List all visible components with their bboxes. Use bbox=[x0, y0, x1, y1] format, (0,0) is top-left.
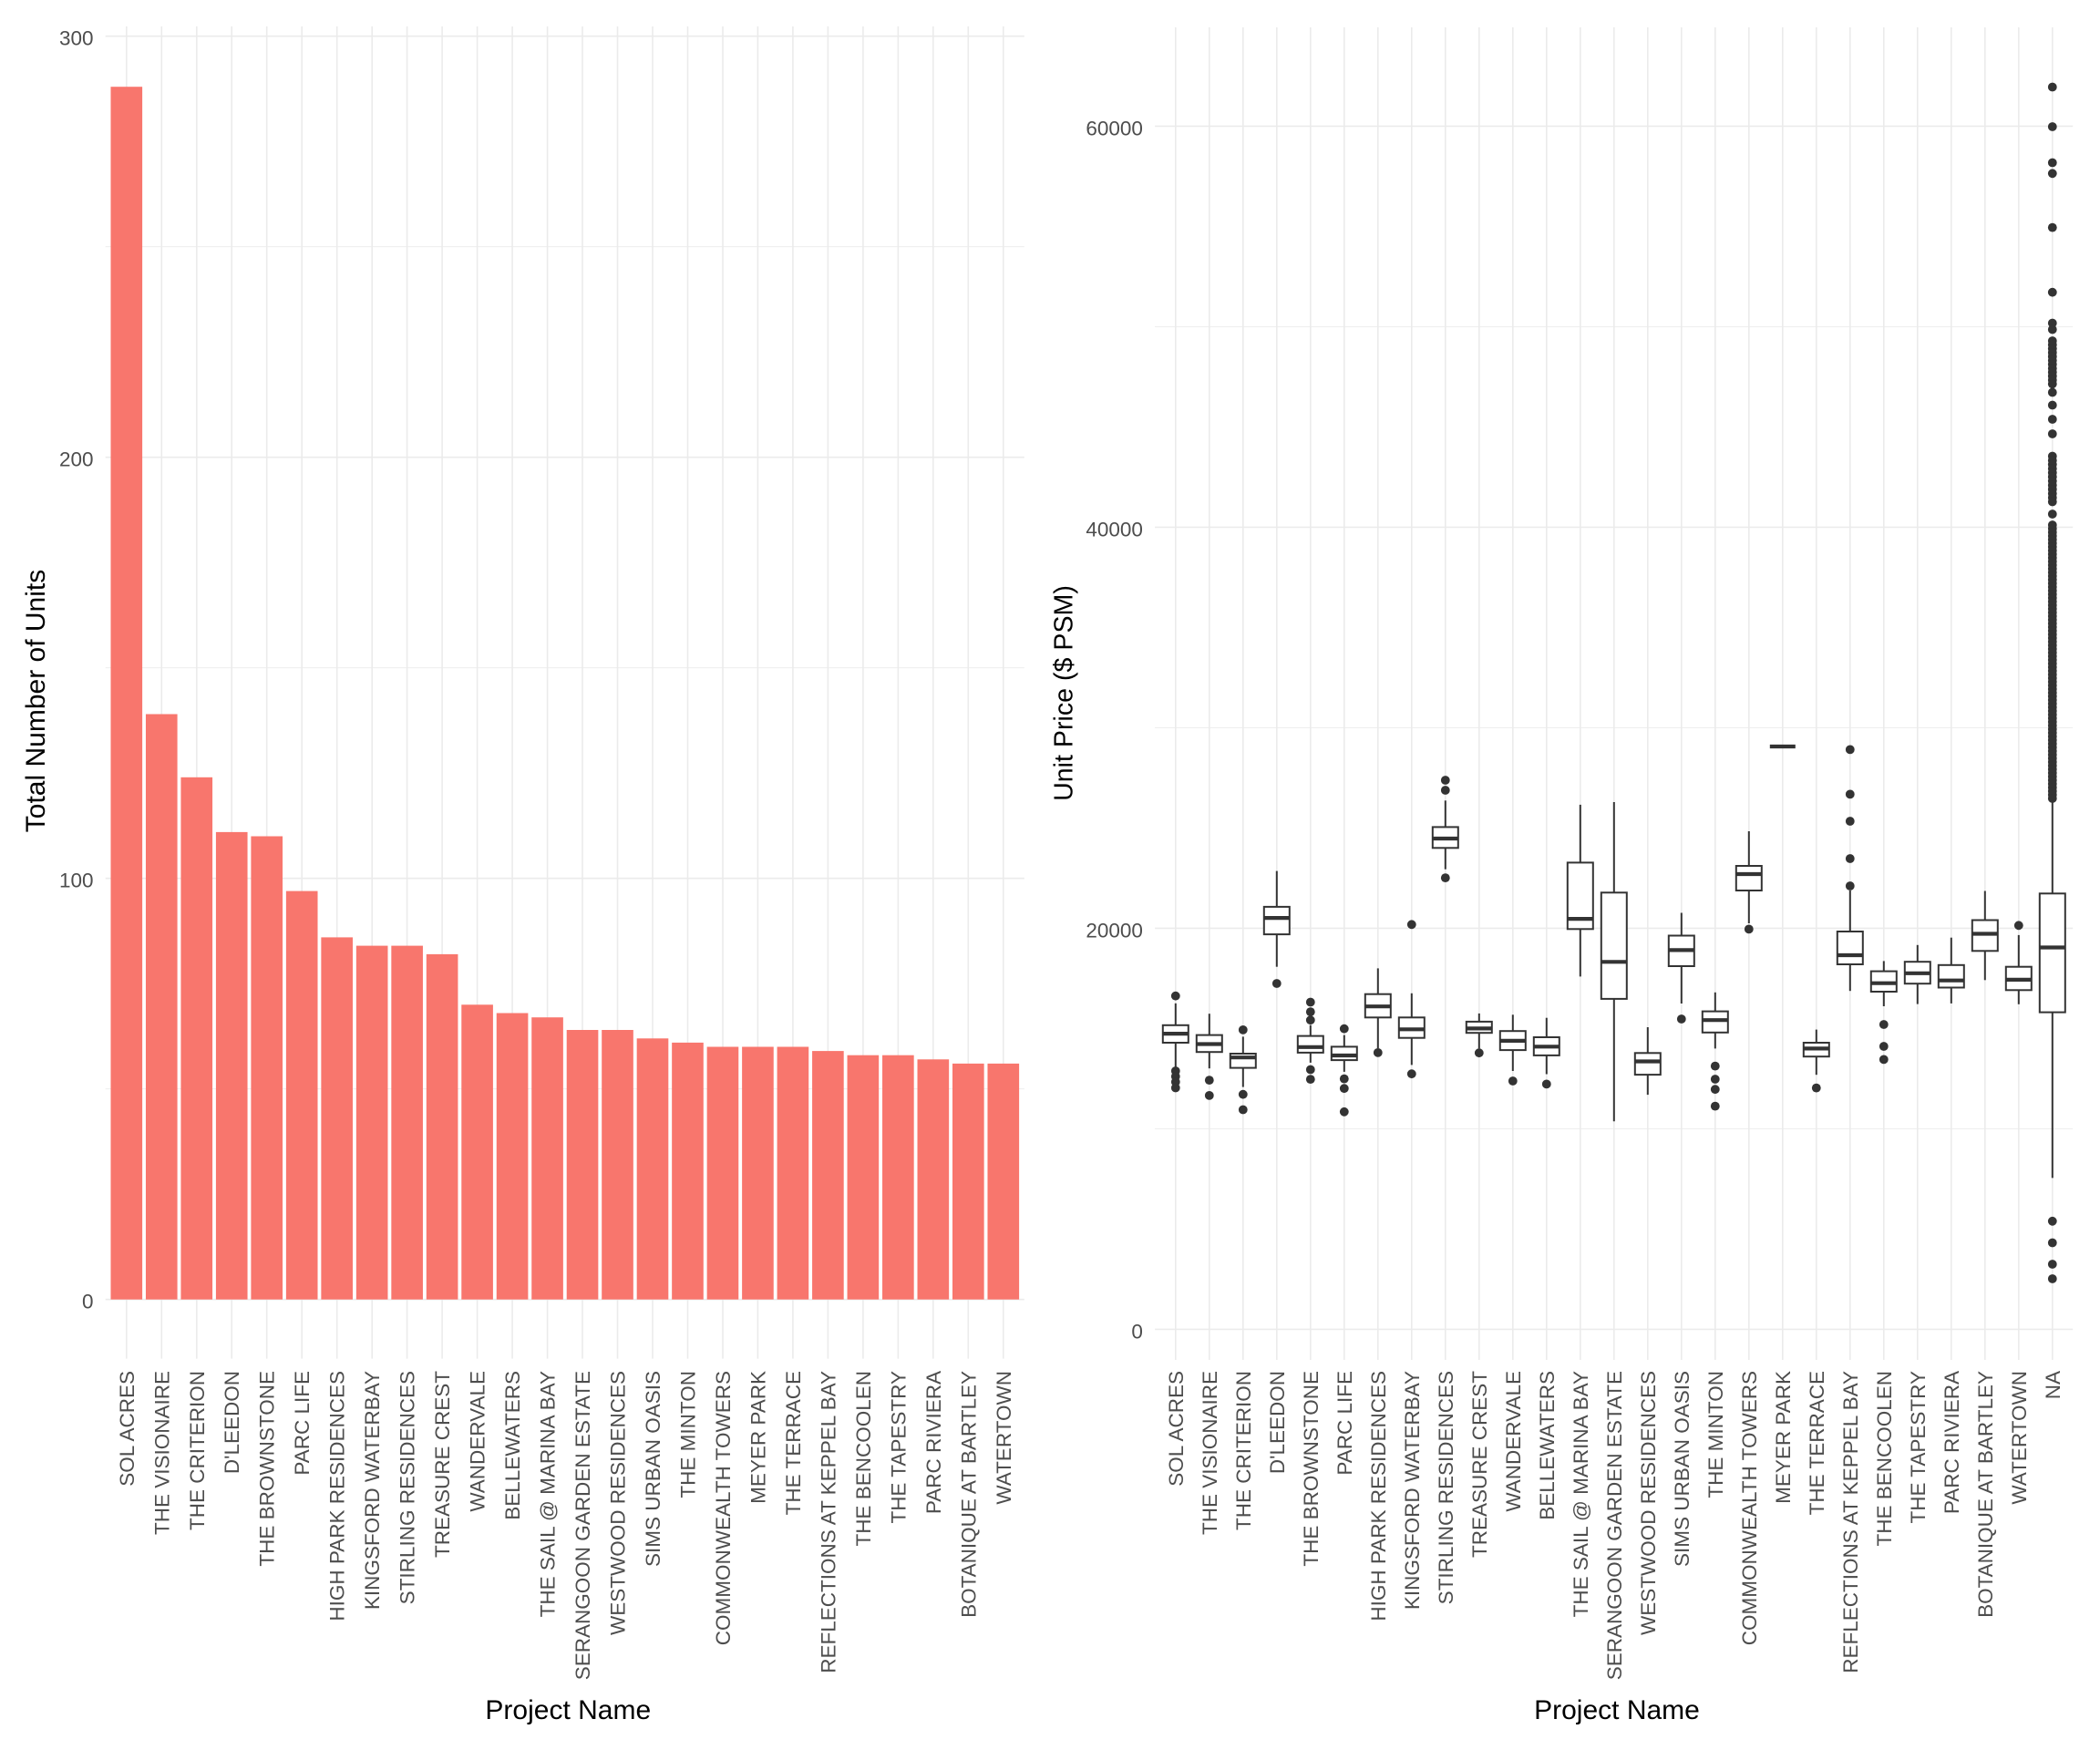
svg-text:TREASURE CREST: TREASURE CREST bbox=[1468, 1371, 1491, 1558]
svg-text:THE VISIONAIRE: THE VISIONAIRE bbox=[1199, 1371, 1221, 1535]
svg-text:KINGSFORD WATERBAY: KINGSFORD WATERBAY bbox=[1401, 1371, 1424, 1610]
svg-text:Total Number of Units: Total Number of Units bbox=[21, 570, 51, 832]
svg-text:THE SAIL @ MARINA BAY: THE SAIL @ MARINA BAY bbox=[1570, 1371, 1592, 1617]
svg-text:BELLEWATERS: BELLEWATERS bbox=[1536, 1371, 1559, 1520]
svg-text:WANDERVALE: WANDERVALE bbox=[1502, 1371, 1525, 1512]
svg-text:MEYER PARK: MEYER PARK bbox=[1772, 1371, 1795, 1504]
svg-text:THE CRITERION: THE CRITERION bbox=[1232, 1371, 1255, 1530]
svg-text:0: 0 bbox=[82, 1291, 94, 1313]
svg-text:BELLEWATERS: BELLEWATERS bbox=[501, 1371, 524, 1520]
svg-text:THE BROWNSTONE: THE BROWNSTONE bbox=[1300, 1371, 1323, 1567]
svg-text:THE BROWNSTONE: THE BROWNSTONE bbox=[256, 1371, 279, 1567]
svg-text:THE BENCOOLEN: THE BENCOOLEN bbox=[1873, 1371, 1896, 1547]
svg-text:STIRLING RESIDENCES: STIRLING RESIDENCES bbox=[396, 1371, 419, 1604]
svg-text:0: 0 bbox=[1131, 1320, 1143, 1343]
svg-text:KINGSFORD WATERBAY: KINGSFORD WATERBAY bbox=[361, 1371, 384, 1610]
svg-text:Project Name: Project Name bbox=[485, 1695, 651, 1725]
svg-text:PARC RIVIERA: PARC RIVIERA bbox=[922, 1371, 945, 1514]
svg-text:STIRLING RESIDENCES: STIRLING RESIDENCES bbox=[1435, 1371, 1457, 1604]
svg-text:D'LEEDON: D'LEEDON bbox=[1266, 1371, 1289, 1474]
svg-text:THE TERRACE: THE TERRACE bbox=[782, 1371, 805, 1515]
svg-text:THE TERRACE: THE TERRACE bbox=[1806, 1371, 1828, 1515]
svg-text:SERANGOON GARDEN ESTATE: SERANGOON GARDEN ESTATE bbox=[1603, 1371, 1626, 1680]
svg-text:BOTANIQUE AT BARTLEY: BOTANIQUE AT BARTLEY bbox=[957, 1371, 980, 1618]
svg-text:THE TAPESTRY: THE TAPESTRY bbox=[1907, 1371, 1930, 1524]
svg-text:SOL ACRES: SOL ACRES bbox=[116, 1371, 139, 1487]
svg-text:100: 100 bbox=[59, 870, 94, 892]
svg-text:TREASURE CREST: TREASURE CREST bbox=[431, 1371, 454, 1558]
svg-text:20000: 20000 bbox=[1086, 919, 1143, 942]
svg-text:COMMONWEALTH TOWERS: COMMONWEALTH TOWERS bbox=[712, 1371, 735, 1645]
svg-text:REFLECTIONS AT KEPPEL BAY: REFLECTIONS AT KEPPEL BAY bbox=[817, 1371, 839, 1673]
svg-text:300: 300 bbox=[59, 27, 94, 50]
svg-text:REFLECTIONS AT KEPPEL BAY: REFLECTIONS AT KEPPEL BAY bbox=[1839, 1371, 1862, 1673]
svg-text:THE MINTON: THE MINTON bbox=[677, 1371, 700, 1498]
svg-text:HIGH PARK RESIDENCES: HIGH PARK RESIDENCES bbox=[1367, 1371, 1390, 1621]
svg-text:D'LEEDON: D'LEEDON bbox=[221, 1371, 243, 1474]
svg-text:MEYER PARK: MEYER PARK bbox=[746, 1371, 769, 1504]
svg-text:SOL ACRES: SOL ACRES bbox=[1165, 1371, 1188, 1487]
svg-text:THE MINTON: THE MINTON bbox=[1704, 1371, 1727, 1498]
svg-text:WATERTOWN: WATERTOWN bbox=[2008, 1371, 2031, 1505]
svg-text:THE VISIONAIRE: THE VISIONAIRE bbox=[150, 1371, 173, 1535]
svg-text:200: 200 bbox=[59, 448, 94, 471]
svg-text:SERANGOON GARDEN ESTATE: SERANGOON GARDEN ESTATE bbox=[571, 1371, 594, 1680]
svg-text:Project Name: Project Name bbox=[1534, 1695, 1700, 1725]
svg-text:HIGH PARK RESIDENCES: HIGH PARK RESIDENCES bbox=[326, 1371, 349, 1621]
svg-text:PARC LIFE: PARC LIFE bbox=[1333, 1371, 1356, 1476]
svg-text:PARC RIVIERA: PARC RIVIERA bbox=[1940, 1371, 1963, 1514]
svg-text:PARC LIFE: PARC LIFE bbox=[291, 1371, 314, 1476]
svg-text:60000: 60000 bbox=[1086, 117, 1143, 139]
svg-text:THE CRITERION: THE CRITERION bbox=[186, 1371, 209, 1530]
svg-text:THE BENCOOLEN: THE BENCOOLEN bbox=[852, 1371, 875, 1547]
svg-text:WESTWOOD RESIDENCES: WESTWOOD RESIDENCES bbox=[607, 1371, 630, 1635]
svg-text:40000: 40000 bbox=[1086, 518, 1143, 540]
svg-text:SIMS URBAN OASIS: SIMS URBAN OASIS bbox=[642, 1371, 664, 1567]
svg-text:WANDERVALE: WANDERVALE bbox=[467, 1371, 489, 1512]
svg-text:COMMONWEALTH TOWERS: COMMONWEALTH TOWERS bbox=[1738, 1371, 1761, 1645]
svg-text:Unit Price ($ PSM): Unit Price ($ PSM) bbox=[1049, 585, 1078, 801]
svg-text:THE TAPESTRY: THE TAPESTRY bbox=[887, 1371, 910, 1524]
svg-text:BOTANIQUE AT BARTLEY: BOTANIQUE AT BARTLEY bbox=[1974, 1371, 1997, 1618]
svg-text:WATERTOWN: WATERTOWN bbox=[993, 1371, 1015, 1505]
svg-text:SIMS URBAN OASIS: SIMS URBAN OASIS bbox=[1671, 1371, 1693, 1567]
svg-text:NA: NA bbox=[2042, 1371, 2064, 1399]
svg-text:THE SAIL @ MARINA BAY: THE SAIL @ MARINA BAY bbox=[537, 1371, 560, 1617]
svg-text:WESTWOOD RESIDENCES: WESTWOOD RESIDENCES bbox=[1637, 1371, 1660, 1635]
